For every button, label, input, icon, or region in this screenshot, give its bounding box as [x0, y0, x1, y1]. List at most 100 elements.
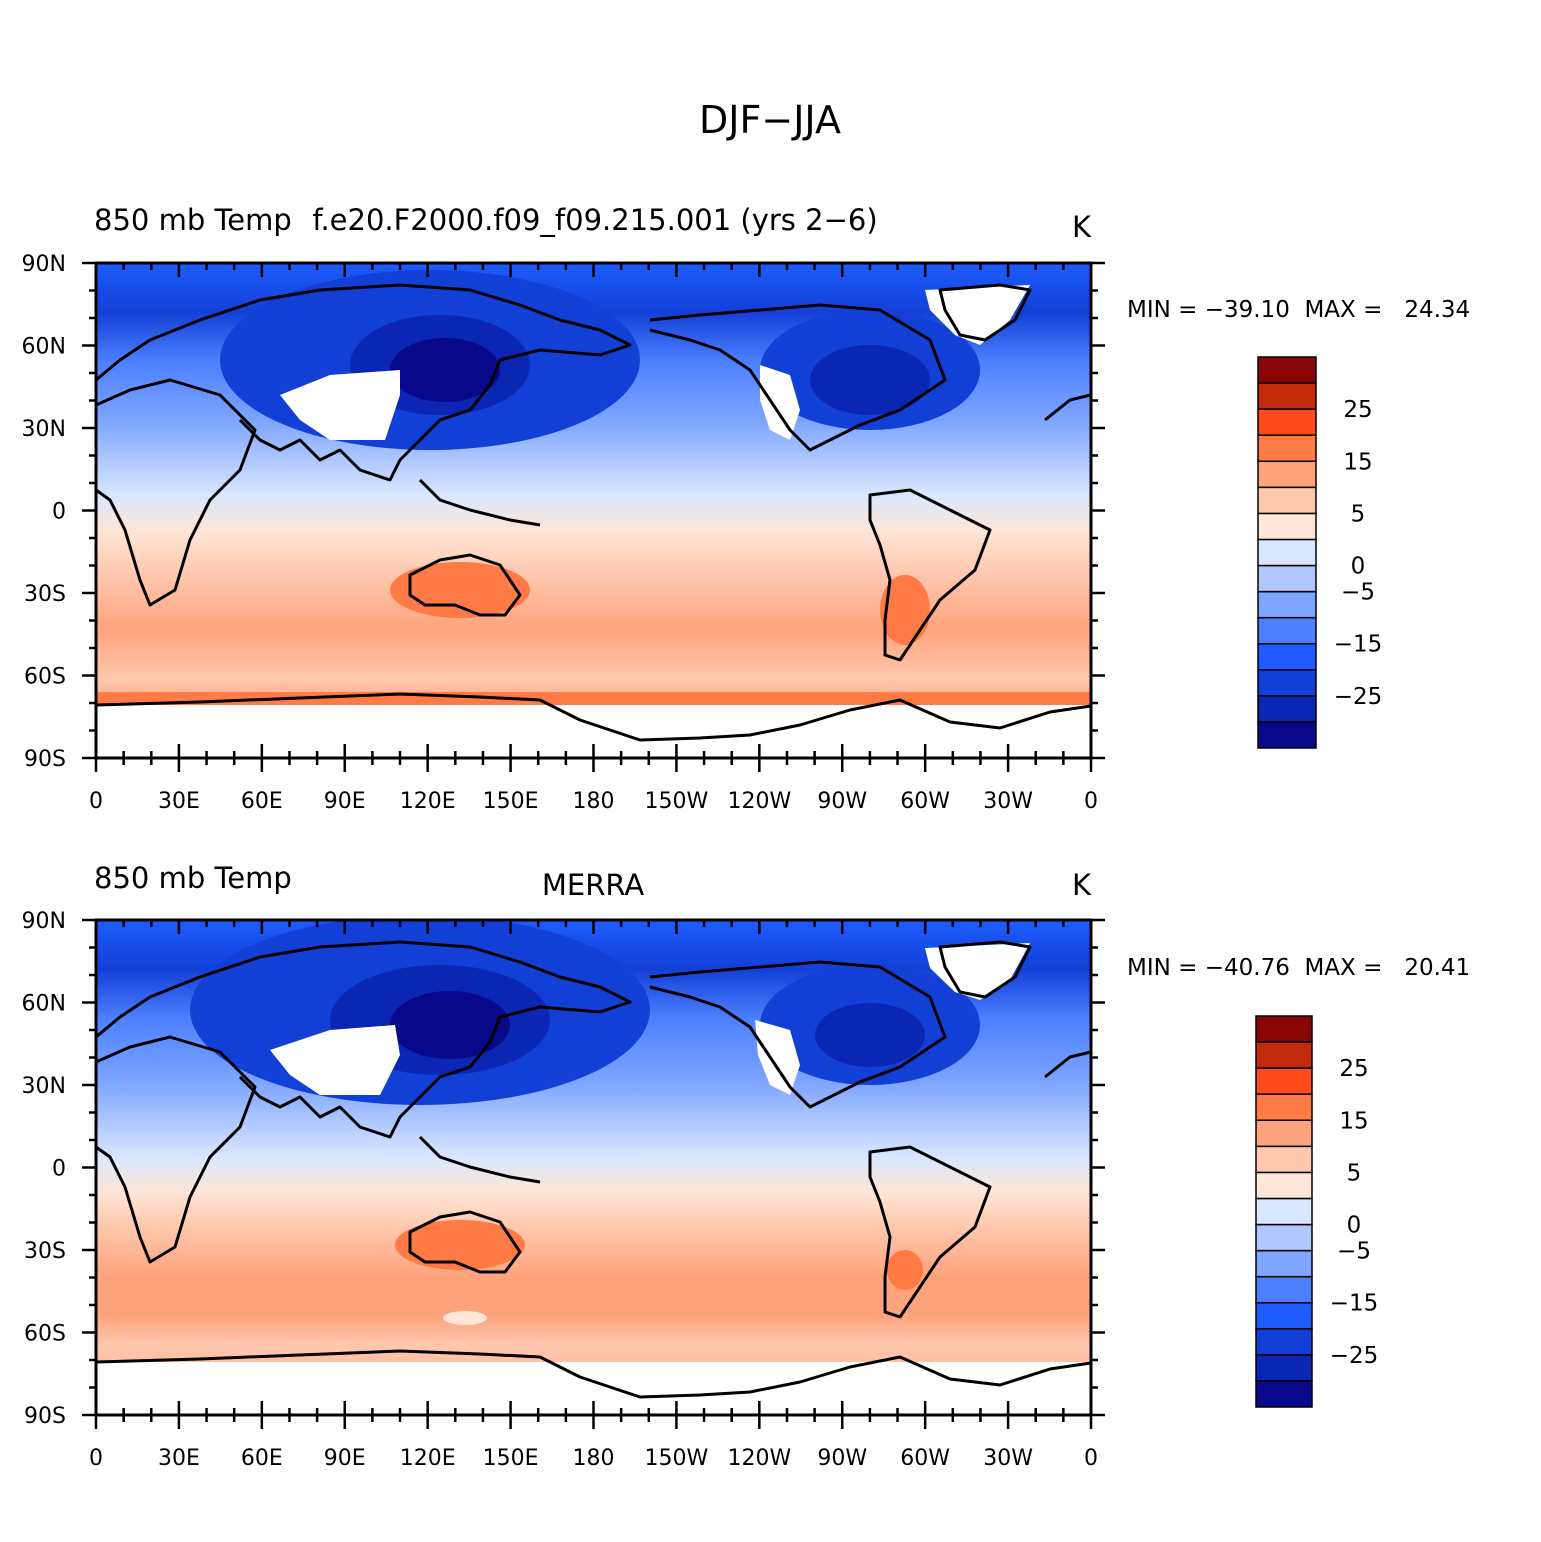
- x-tick-label: 60W: [900, 789, 950, 814]
- colorbar-box: [1255, 1328, 1313, 1356]
- y-tick-label: 30S: [24, 582, 66, 607]
- x-tick-label: 60E: [241, 789, 283, 814]
- panel-2-x-labels: 0 30E 60E 90E 120E 150E 180 150W 120W 90W 60W 30W 0: [89, 1446, 1098, 1471]
- x-tick-label: 180: [573, 789, 615, 814]
- panel-1-ticks: [82, 261, 1105, 772]
- panel-2-cold-core-siberia-deep: [390, 991, 510, 1059]
- panel-2-greenland-missing: [925, 943, 1030, 1000]
- x-tick-label: 150W: [645, 1446, 709, 1471]
- colorbar-label: 15: [1339, 1108, 1368, 1134]
- y-tick-label: 90S: [24, 747, 66, 772]
- colorbar-label: −25: [1330, 1343, 1379, 1369]
- colorbar-label: 5: [1351, 501, 1366, 527]
- y-tick-label: 60S: [24, 1322, 66, 1347]
- panel-2-colorbar: −25 −15 −50 5 15 25: [1255, 1015, 1379, 1408]
- panel-2-coastlines: [96, 940, 1091, 1399]
- y-tick-label: 30N: [22, 1074, 66, 1099]
- panel-1-rockies-missing: [760, 365, 800, 440]
- colorbar-box: [1257, 486, 1317, 515]
- colorbar-box: [1255, 1249, 1313, 1278]
- x-tick-label: 0: [89, 789, 103, 814]
- x-tick-label: 0: [1084, 1446, 1098, 1471]
- main-title: DJF−JJA: [699, 98, 841, 142]
- panel-1-title-center: f.e20.F2000.f09_f09.215.001 (yrs 2−6): [312, 203, 877, 237]
- panel-2-tibet-missing: [270, 1025, 400, 1095]
- panel-2-ticks: [82, 918, 1105, 1429]
- panel-2-warm-southamerica: [887, 1250, 923, 1290]
- colorbar-box: [1255, 1119, 1313, 1148]
- y-tick-label: 90N: [22, 909, 66, 934]
- panel-2-y-labels: 90N 60N 30N 0 30S 60S 90S: [22, 909, 66, 1429]
- panel-1-y-labels: 90N 60N 30N 0 30S 60S 90S: [22, 252, 66, 772]
- y-tick-label: 60N: [22, 335, 66, 360]
- colorbar-label: 25: [1343, 397, 1372, 423]
- panel-1-x-labels: 0 30E 60E 90E 120E 150E 180 150W 120W 90W 60W 30W 0: [89, 789, 1098, 814]
- colorbar-box: [1255, 1015, 1313, 1043]
- colorbar-box: [1257, 564, 1317, 593]
- colorbar-box: [1255, 1275, 1313, 1304]
- colorbar-box: [1255, 1354, 1313, 1382]
- x-tick-label: 30E: [158, 1446, 200, 1471]
- panel-1-title-left: 850 mb Temp: [94, 203, 292, 237]
- colorbar-box: [1255, 1093, 1313, 1122]
- colorbar-box: [1257, 590, 1317, 619]
- panel-2-warm-australia: [395, 1220, 525, 1270]
- y-tick-label: 0: [52, 1157, 66, 1182]
- y-tick-label: 60S: [24, 665, 66, 690]
- colorbar-box: [1257, 408, 1317, 436]
- colorbar-label: 15: [1343, 449, 1372, 475]
- panel-2-title-right: K: [1072, 868, 1092, 902]
- colorbar-box: [1257, 642, 1317, 671]
- colorbar-label: 0: [1351, 554, 1366, 580]
- panel-1-map: [96, 263, 1091, 758]
- x-tick-label: 0: [89, 1446, 103, 1471]
- x-tick-label: 120E: [400, 1446, 456, 1471]
- colorbar-box: [1257, 460, 1317, 489]
- colorbar-box: [1257, 356, 1317, 384]
- x-tick-label: 120W: [727, 789, 791, 814]
- x-tick-label: 30W: [983, 1446, 1033, 1471]
- colorbar-box: [1257, 382, 1317, 410]
- x-tick-label: 30E: [158, 789, 200, 814]
- x-tick-label: 180: [573, 1446, 615, 1471]
- colorbar-box: [1257, 669, 1317, 697]
- x-tick-label: 60E: [241, 1446, 283, 1471]
- panel-1-tibet-missing: [280, 370, 400, 440]
- y-tick-label: 60N: [22, 992, 66, 1017]
- colorbar-box: [1257, 512, 1317, 541]
- colorbar-label: −15: [1334, 632, 1383, 658]
- colorbar-box: [1255, 1197, 1313, 1226]
- colorbar-label: −15: [1330, 1291, 1379, 1317]
- x-tick-label: 90E: [324, 789, 366, 814]
- panel-2-cold-core-america-inner: [815, 1003, 925, 1067]
- colorbar-box: [1255, 1041, 1313, 1069]
- x-tick-label: 120W: [727, 1446, 791, 1471]
- panel-1-warm-southamerica: [880, 575, 930, 645]
- panel-2-rockies-missing: [755, 1020, 800, 1095]
- x-tick-label: 150E: [483, 789, 539, 814]
- colorbar-label: 25: [1339, 1056, 1368, 1082]
- colorbar-box: [1257, 538, 1317, 567]
- colorbar-box: [1257, 695, 1317, 723]
- colorbar-label: −5: [1337, 1239, 1371, 1265]
- x-tick-label: 90W: [817, 1446, 867, 1471]
- panel-2-warm-pacific-spot: [443, 1311, 487, 1325]
- colorbar-box: [1255, 1301, 1313, 1330]
- colorbar-box: [1257, 434, 1317, 463]
- colorbar-box: [1255, 1171, 1313, 1200]
- colorbar-box: [1255, 1067, 1313, 1095]
- x-tick-label: 150W: [645, 789, 709, 814]
- x-tick-label: 30W: [983, 789, 1033, 814]
- x-tick-label: 60W: [900, 1446, 950, 1471]
- panel-2-stats: MIN = −40.76 MAX = 20.41: [1127, 955, 1470, 981]
- panel-2-map: [96, 920, 1091, 1415]
- colorbar-box: [1255, 1223, 1313, 1252]
- panel-1-coastlines: [96, 283, 1091, 742]
- panel-1-cold-core-america-inner: [810, 345, 930, 415]
- panel-1-cold-core-siberia-deep: [390, 338, 500, 402]
- panel-1: 850 mb Temp f.e20.F2000.f09_f09.215.001 …: [22, 203, 1471, 814]
- x-tick-label: 0: [1084, 789, 1098, 814]
- colorbar-label: −25: [1334, 684, 1383, 710]
